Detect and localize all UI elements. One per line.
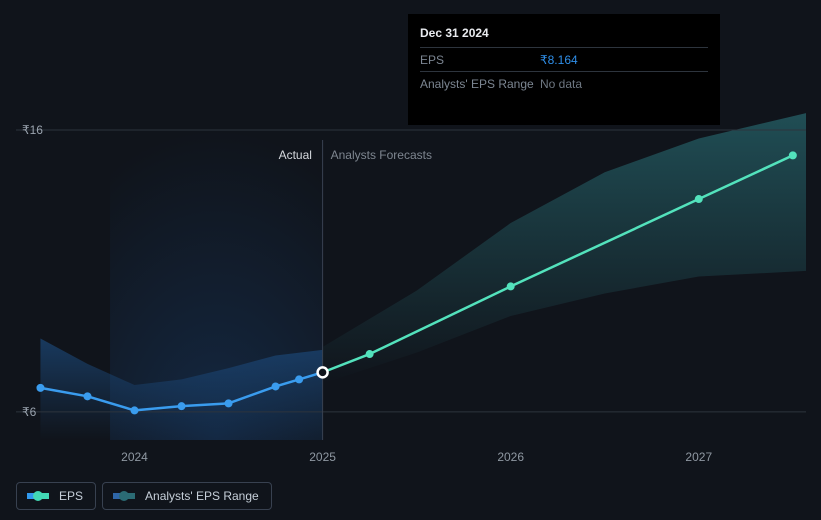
x-tick-label: 2025	[309, 450, 336, 464]
legend-item-eps[interactable]: EPS	[16, 482, 96, 510]
x-tick-label: 2026	[497, 450, 524, 464]
legend-swatch-range	[113, 493, 135, 499]
legend-label-range: Analysts' EPS Range	[145, 489, 259, 503]
tooltip-eps-value: ₹8.164	[540, 51, 708, 70]
legend-swatch-eps	[27, 493, 49, 499]
legend-item-range[interactable]: Analysts' EPS Range	[102, 482, 272, 510]
tooltip-range-value: No data	[540, 75, 708, 94]
x-tick-label: 2024	[121, 450, 148, 464]
legend: EPS Analysts' EPS Range	[16, 482, 272, 510]
x-tick-label: 2027	[685, 450, 712, 464]
y-tick-label: ₹6	[22, 405, 36, 419]
tooltip-eps-label: EPS	[420, 51, 540, 70]
y-tick-label: ₹16	[22, 123, 43, 137]
legend-label-eps: EPS	[59, 489, 83, 503]
tooltip-date: Dec 31 2024	[420, 24, 708, 43]
section-label-actual: Actual	[279, 148, 312, 162]
section-label-forecast: Analysts Forecasts	[331, 148, 432, 162]
chart-tooltip: Dec 31 2024 EPS ₹8.164 Analysts' EPS Ran…	[408, 14, 720, 125]
tooltip-range-label: Analysts' EPS Range	[420, 75, 540, 94]
